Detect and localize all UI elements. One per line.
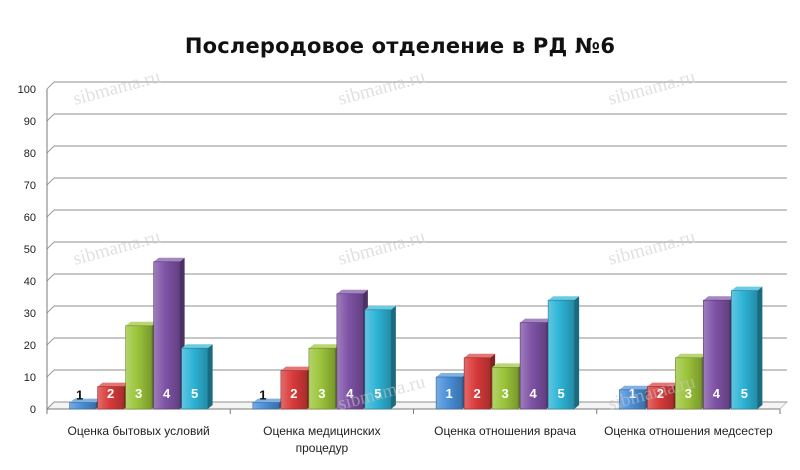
- bar-label: 1: [259, 388, 266, 403]
- gridline-depth: [46, 337, 55, 346]
- bar-label: 3: [685, 386, 692, 401]
- bar-label: 2: [657, 386, 664, 401]
- gridline-depth: [46, 177, 55, 186]
- bar-label: 2: [107, 386, 114, 401]
- bar-label: 2: [474, 386, 481, 401]
- bar-label: 4: [530, 386, 538, 401]
- gridline-depth: [46, 209, 55, 218]
- bar-label: 3: [318, 386, 325, 401]
- gridline-depth: [46, 81, 55, 90]
- y-tick-label: 90: [24, 116, 36, 128]
- bar: [731, 286, 763, 410]
- bar-label: 2: [290, 386, 297, 401]
- bar-label: 1: [446, 386, 453, 401]
- watermark: sibmama.ru: [336, 66, 428, 109]
- watermark: sibmama.ru: [71, 66, 163, 109]
- gridline-depth: [46, 113, 55, 122]
- bar-label: 5: [191, 386, 198, 401]
- bar: [547, 296, 580, 410]
- y-tick-label: 50: [24, 244, 36, 256]
- bar: [252, 398, 284, 410]
- bar-label: 3: [135, 386, 142, 401]
- watermark: sibmama.ru: [336, 226, 428, 269]
- y-tick-label: 20: [24, 340, 36, 352]
- y-tick-label: 40: [24, 276, 36, 288]
- chart-title: Послеродовое отделение в РД №6: [184, 34, 616, 58]
- gridline-depth: [46, 305, 55, 314]
- category-label: Оценка отношения врача: [434, 424, 576, 438]
- category-label: Оценка бытовых условий: [68, 424, 210, 438]
- y-tick-label: 60: [24, 212, 36, 224]
- watermark: sibmama.ru: [606, 66, 698, 109]
- y-tick-label: 70: [24, 180, 36, 192]
- gridline-depth: [46, 145, 55, 154]
- y-tick-label: 10: [24, 372, 36, 384]
- watermark: sibmama.ru: [71, 226, 163, 269]
- bar-label: 5: [741, 386, 748, 401]
- bar-label: 5: [558, 386, 565, 401]
- bar-label: 3: [502, 386, 509, 401]
- y-tick-label: 100: [18, 84, 36, 96]
- y-tick-label: 80: [24, 148, 36, 160]
- gridline-depth: [46, 369, 55, 378]
- y-tick-label: 0: [30, 404, 36, 416]
- bar-label: 4: [163, 386, 171, 401]
- category-label: Оценка отношения медсестер: [604, 424, 773, 438]
- bar-label: 4: [713, 386, 721, 401]
- bar-label: 5: [374, 386, 381, 401]
- bar: [463, 353, 496, 410]
- bar: [364, 305, 396, 410]
- category-label: процедур: [296, 441, 349, 455]
- bar: [181, 344, 213, 410]
- bar-label: 1: [629, 386, 636, 401]
- watermark: sibmama.ru: [606, 226, 698, 269]
- gridline-depth: [46, 273, 55, 282]
- gridline-depth: [46, 241, 55, 250]
- bar-label: 4: [346, 386, 354, 401]
- bar-label: 1: [76, 388, 83, 403]
- category-label: Оценка медицинских: [263, 424, 380, 438]
- y-tick-label: 30: [24, 308, 36, 320]
- gridline-depth: [46, 401, 55, 410]
- bar: [69, 398, 101, 410]
